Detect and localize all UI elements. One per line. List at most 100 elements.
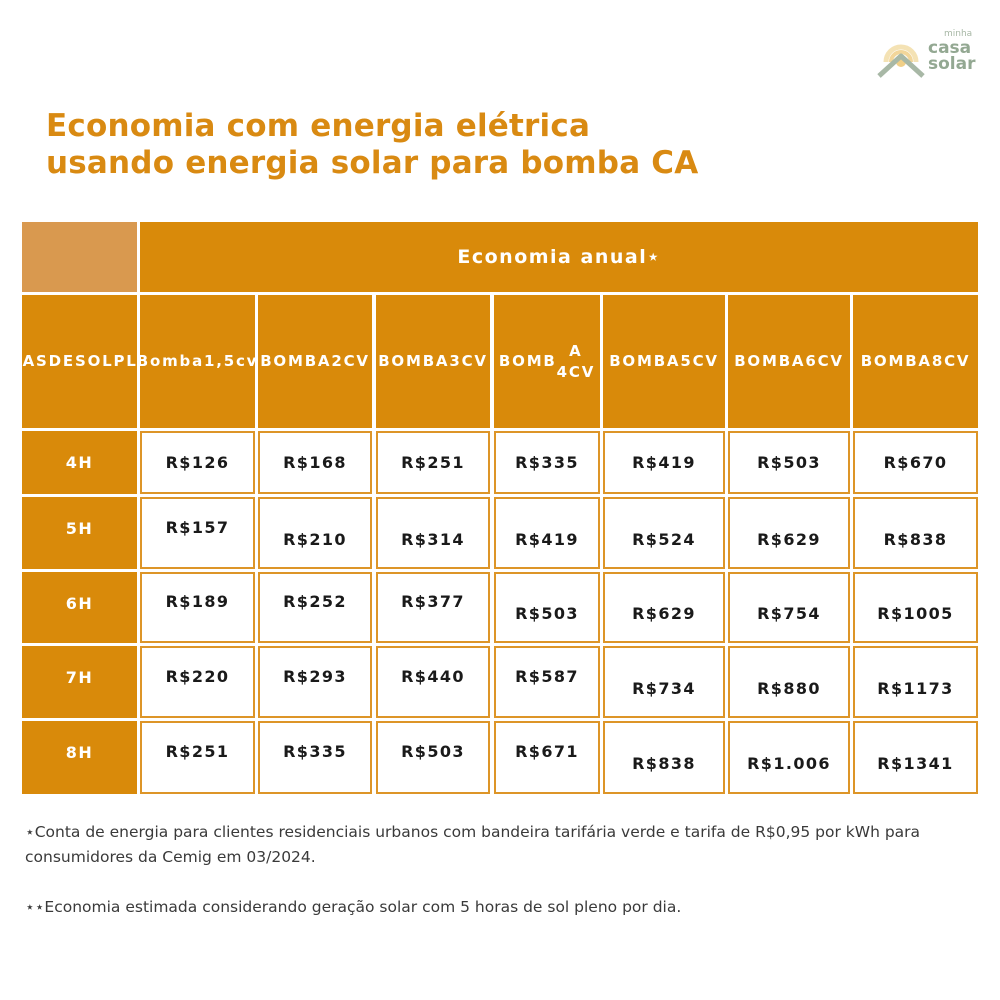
row-label-8h: 8H (22, 721, 137, 794)
table-cell: R$189 (140, 572, 255, 643)
table-cell: R$524 (603, 497, 725, 569)
column-header-7: BOMBA 8CV (853, 295, 978, 428)
footnote-tariff: ⋆Conta de energia para clientes residenc… (25, 823, 921, 866)
column-header-line: Bomba (136, 352, 204, 370)
column-header-line: 6CV (805, 352, 844, 370)
group-header-economia-anual: Economia anual⋆ (140, 222, 978, 292)
row-header-word: HORAS (0, 352, 49, 370)
sun-house-logo-icon (877, 44, 925, 78)
table-cell-value: R$838 (883, 529, 948, 549)
table-cell-value: R$1341 (877, 754, 954, 773)
column-header-4: BOMB A 4CV (494, 295, 600, 428)
table-cell: R$157 (140, 497, 255, 569)
table-cell: R$629 (728, 497, 850, 569)
table-cell-value: R$754 (757, 604, 821, 623)
page-title: Economia com energia elétrica usando ene… (46, 108, 698, 182)
table-corner (22, 222, 137, 292)
table-cell-value: R$252 (283, 592, 347, 611)
brand-logo: minha casa solar (876, 30, 976, 78)
row-label-5h: 5H (22, 497, 137, 569)
table-cell: R$419 (494, 497, 600, 569)
table-cell: R$1005 (853, 572, 978, 643)
table-cell-value: R$251 (401, 453, 465, 472)
table-cell: R$335 (494, 431, 600, 494)
table-cell-value: R$210 (283, 529, 347, 549)
table-cell-value: R$335 (515, 453, 579, 472)
row-label-text: 8H (65, 743, 94, 762)
column-header-line: 2CV (331, 352, 370, 370)
column-header-line: BOMBA (260, 352, 332, 370)
table-cell: R$314 (376, 497, 490, 569)
page-title-line-1: Economia com energia elétrica (46, 108, 591, 144)
table-cell: R$440 (376, 646, 490, 718)
row-header-word: SOL (74, 352, 114, 370)
table-cell-value: R$1.006 (747, 754, 831, 773)
table-cell: R$503 (728, 431, 850, 494)
table-cell: R$629 (603, 572, 725, 643)
table-cell: R$880 (728, 646, 850, 718)
table-cell-value: R$629 (632, 604, 696, 623)
table-cell: R$293 (258, 646, 372, 718)
table-cell-value: R$734 (632, 678, 696, 698)
table-cell-value: R$168 (283, 453, 347, 472)
column-header-line: BOMB (498, 352, 557, 370)
column-header-line: 1,5cv (204, 352, 259, 370)
table-cell-value: R$587 (515, 666, 579, 686)
table-cell-value: R$335 (283, 742, 347, 761)
table-cell: R$252 (258, 572, 372, 643)
table-cell: R$1341 (853, 721, 978, 794)
table-cell-value: R$880 (757, 678, 821, 698)
table-cell-value: R$838 (632, 754, 696, 773)
column-header-3: BOMBA 3CV (376, 295, 490, 428)
table-cell: R$671 (494, 721, 600, 794)
table-cell-value: R$503 (401, 742, 465, 761)
table-cell: R$734 (603, 646, 725, 718)
table-cell-value: R$314 (401, 529, 465, 549)
logo-text-solar: solar (928, 54, 976, 74)
column-header-line: 8CV (931, 352, 971, 370)
table-cell-value: R$503 (757, 453, 821, 472)
table-cell: R$419 (603, 431, 725, 494)
row-header-label: HORASDESOLPLENO (0, 295, 177, 428)
table-cell-value: R$503 (515, 604, 579, 623)
column-header-1: Bomba 1,5cv (136, 295, 259, 428)
row-label-text: 7H (65, 668, 94, 687)
logo-text-casa: casa (928, 38, 972, 58)
table-cell: R$210 (258, 497, 372, 569)
table-cell: R$1.006 (728, 721, 850, 794)
table-cell: R$503 (494, 572, 600, 643)
column-header-line: BOMBA (860, 352, 932, 370)
table-cell: R$335 (258, 721, 372, 794)
column-header-line: BOMBA (609, 352, 681, 370)
table-cell: R$503 (376, 721, 490, 794)
table-cell-value: R$629 (757, 529, 821, 549)
table-cell-value: R$670 (883, 453, 948, 472)
row-header-word: DE (48, 352, 75, 370)
row-label-text: 4H (65, 453, 94, 472)
table-cell: R$251 (140, 721, 255, 794)
table-cell: R$1173 (853, 646, 978, 718)
logo-text-minha: minha (944, 29, 973, 39)
table-cell-value: R$157 (165, 517, 230, 537)
table-cell-value: R$377 (401, 592, 465, 611)
table-cell-value: R$126 (165, 453, 230, 472)
table-cell-value: R$419 (632, 453, 696, 472)
table-cell: R$838 (853, 497, 978, 569)
table-cell-value: R$189 (165, 592, 230, 611)
table-cell: R$838 (603, 721, 725, 794)
column-header-line: A 4CV (556, 341, 596, 381)
row-label-7h: 7H (22, 646, 137, 718)
table-cell: R$168 (258, 431, 372, 494)
row-label-4h: 4H (22, 431, 137, 494)
table-cell: R$377 (376, 572, 490, 643)
page-title-line-2: usando energia solar para bomba CA (46, 145, 699, 181)
row-label-text: 5H (65, 519, 94, 538)
table-cell: R$587 (494, 646, 600, 718)
table-cell: R$251 (376, 431, 490, 494)
column-header-line: 3CV (449, 352, 488, 370)
table-cell-value: R$1005 (877, 604, 954, 623)
table-cell-value: R$671 (515, 742, 579, 761)
column-header-6: BOMBA 6CV (728, 295, 850, 428)
table-cell: R$220 (140, 646, 255, 718)
table-cell-value: R$220 (165, 666, 230, 686)
